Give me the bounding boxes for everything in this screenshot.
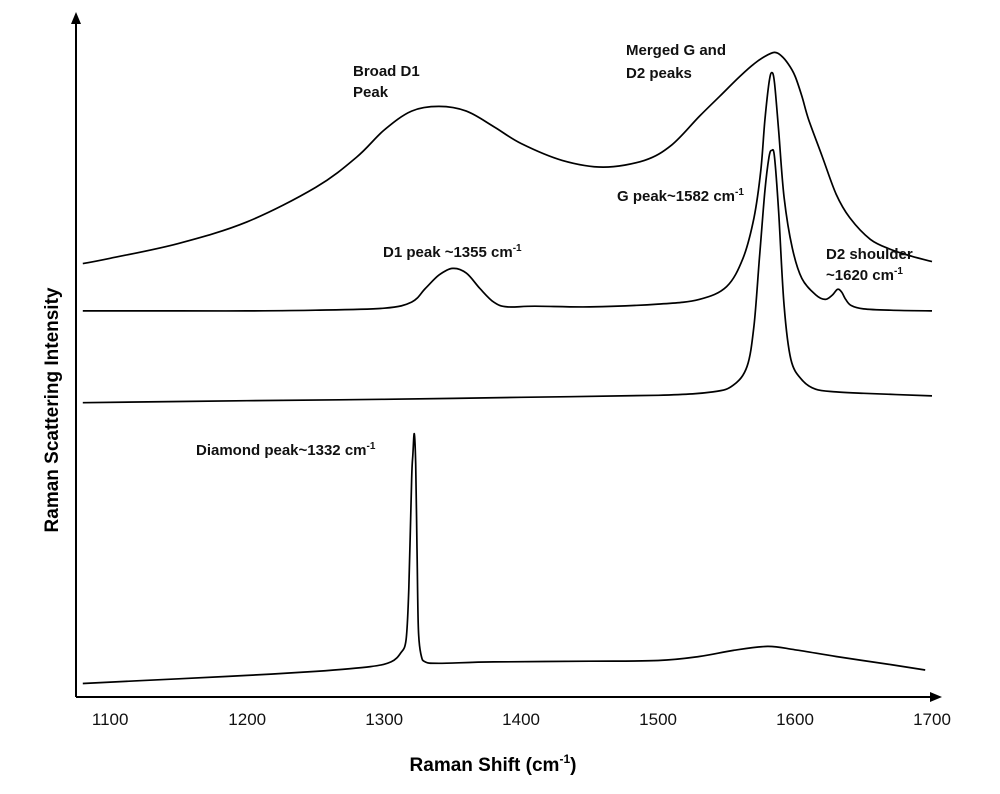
annotation-d2-shoulder-line2: ~1620 cm-1 bbox=[826, 266, 903, 284]
annotation-g-peak: G peak~1582 cm-1 bbox=[617, 187, 744, 205]
series-line-graphitic-with-d1 bbox=[82, 71, 933, 312]
annotation-merged-line2: D2 peaks bbox=[626, 65, 692, 82]
series-line-disordered-carbon bbox=[82, 51, 933, 265]
y-axis-arrow bbox=[71, 12, 81, 24]
series-line-graphite bbox=[82, 148, 933, 404]
x-tick-group: 1100 1200 1300 1400 1500 1600 1700 bbox=[92, 710, 951, 729]
series-line-diamond bbox=[82, 432, 926, 685]
x-tick-label-1500: 1500 bbox=[639, 710, 677, 729]
annotation-broad-d1-line2: Peak bbox=[353, 84, 389, 101]
x-tick-label-1300: 1300 bbox=[365, 710, 403, 729]
annotation-d2-shoulder-line1: D2 shoulder bbox=[826, 246, 913, 263]
x-tick-label-1600: 1600 bbox=[776, 710, 814, 729]
x-tick-label-1400: 1400 bbox=[502, 710, 540, 729]
series-group bbox=[82, 51, 933, 685]
x-axis-title: Raman Shift (cm-1) bbox=[410, 752, 577, 776]
annotation-merged-line1: Merged G and bbox=[626, 42, 726, 59]
annotation-d1-peak: D1 peak ~1355 cm-1 bbox=[383, 243, 522, 261]
x-tick-label-1100: 1100 bbox=[92, 710, 129, 729]
y-axis-title: Raman Scattering Intensity bbox=[42, 287, 63, 532]
annotation-broad-d1-line1: Broad D1 bbox=[353, 63, 420, 80]
annotation-diamond-peak: Diamond peak~1332 cm-1 bbox=[196, 441, 376, 459]
x-axis-arrow bbox=[930, 692, 942, 702]
x-tick-label-1200: 1200 bbox=[228, 710, 266, 729]
x-tick-label-1700: 1700 bbox=[913, 710, 951, 729]
